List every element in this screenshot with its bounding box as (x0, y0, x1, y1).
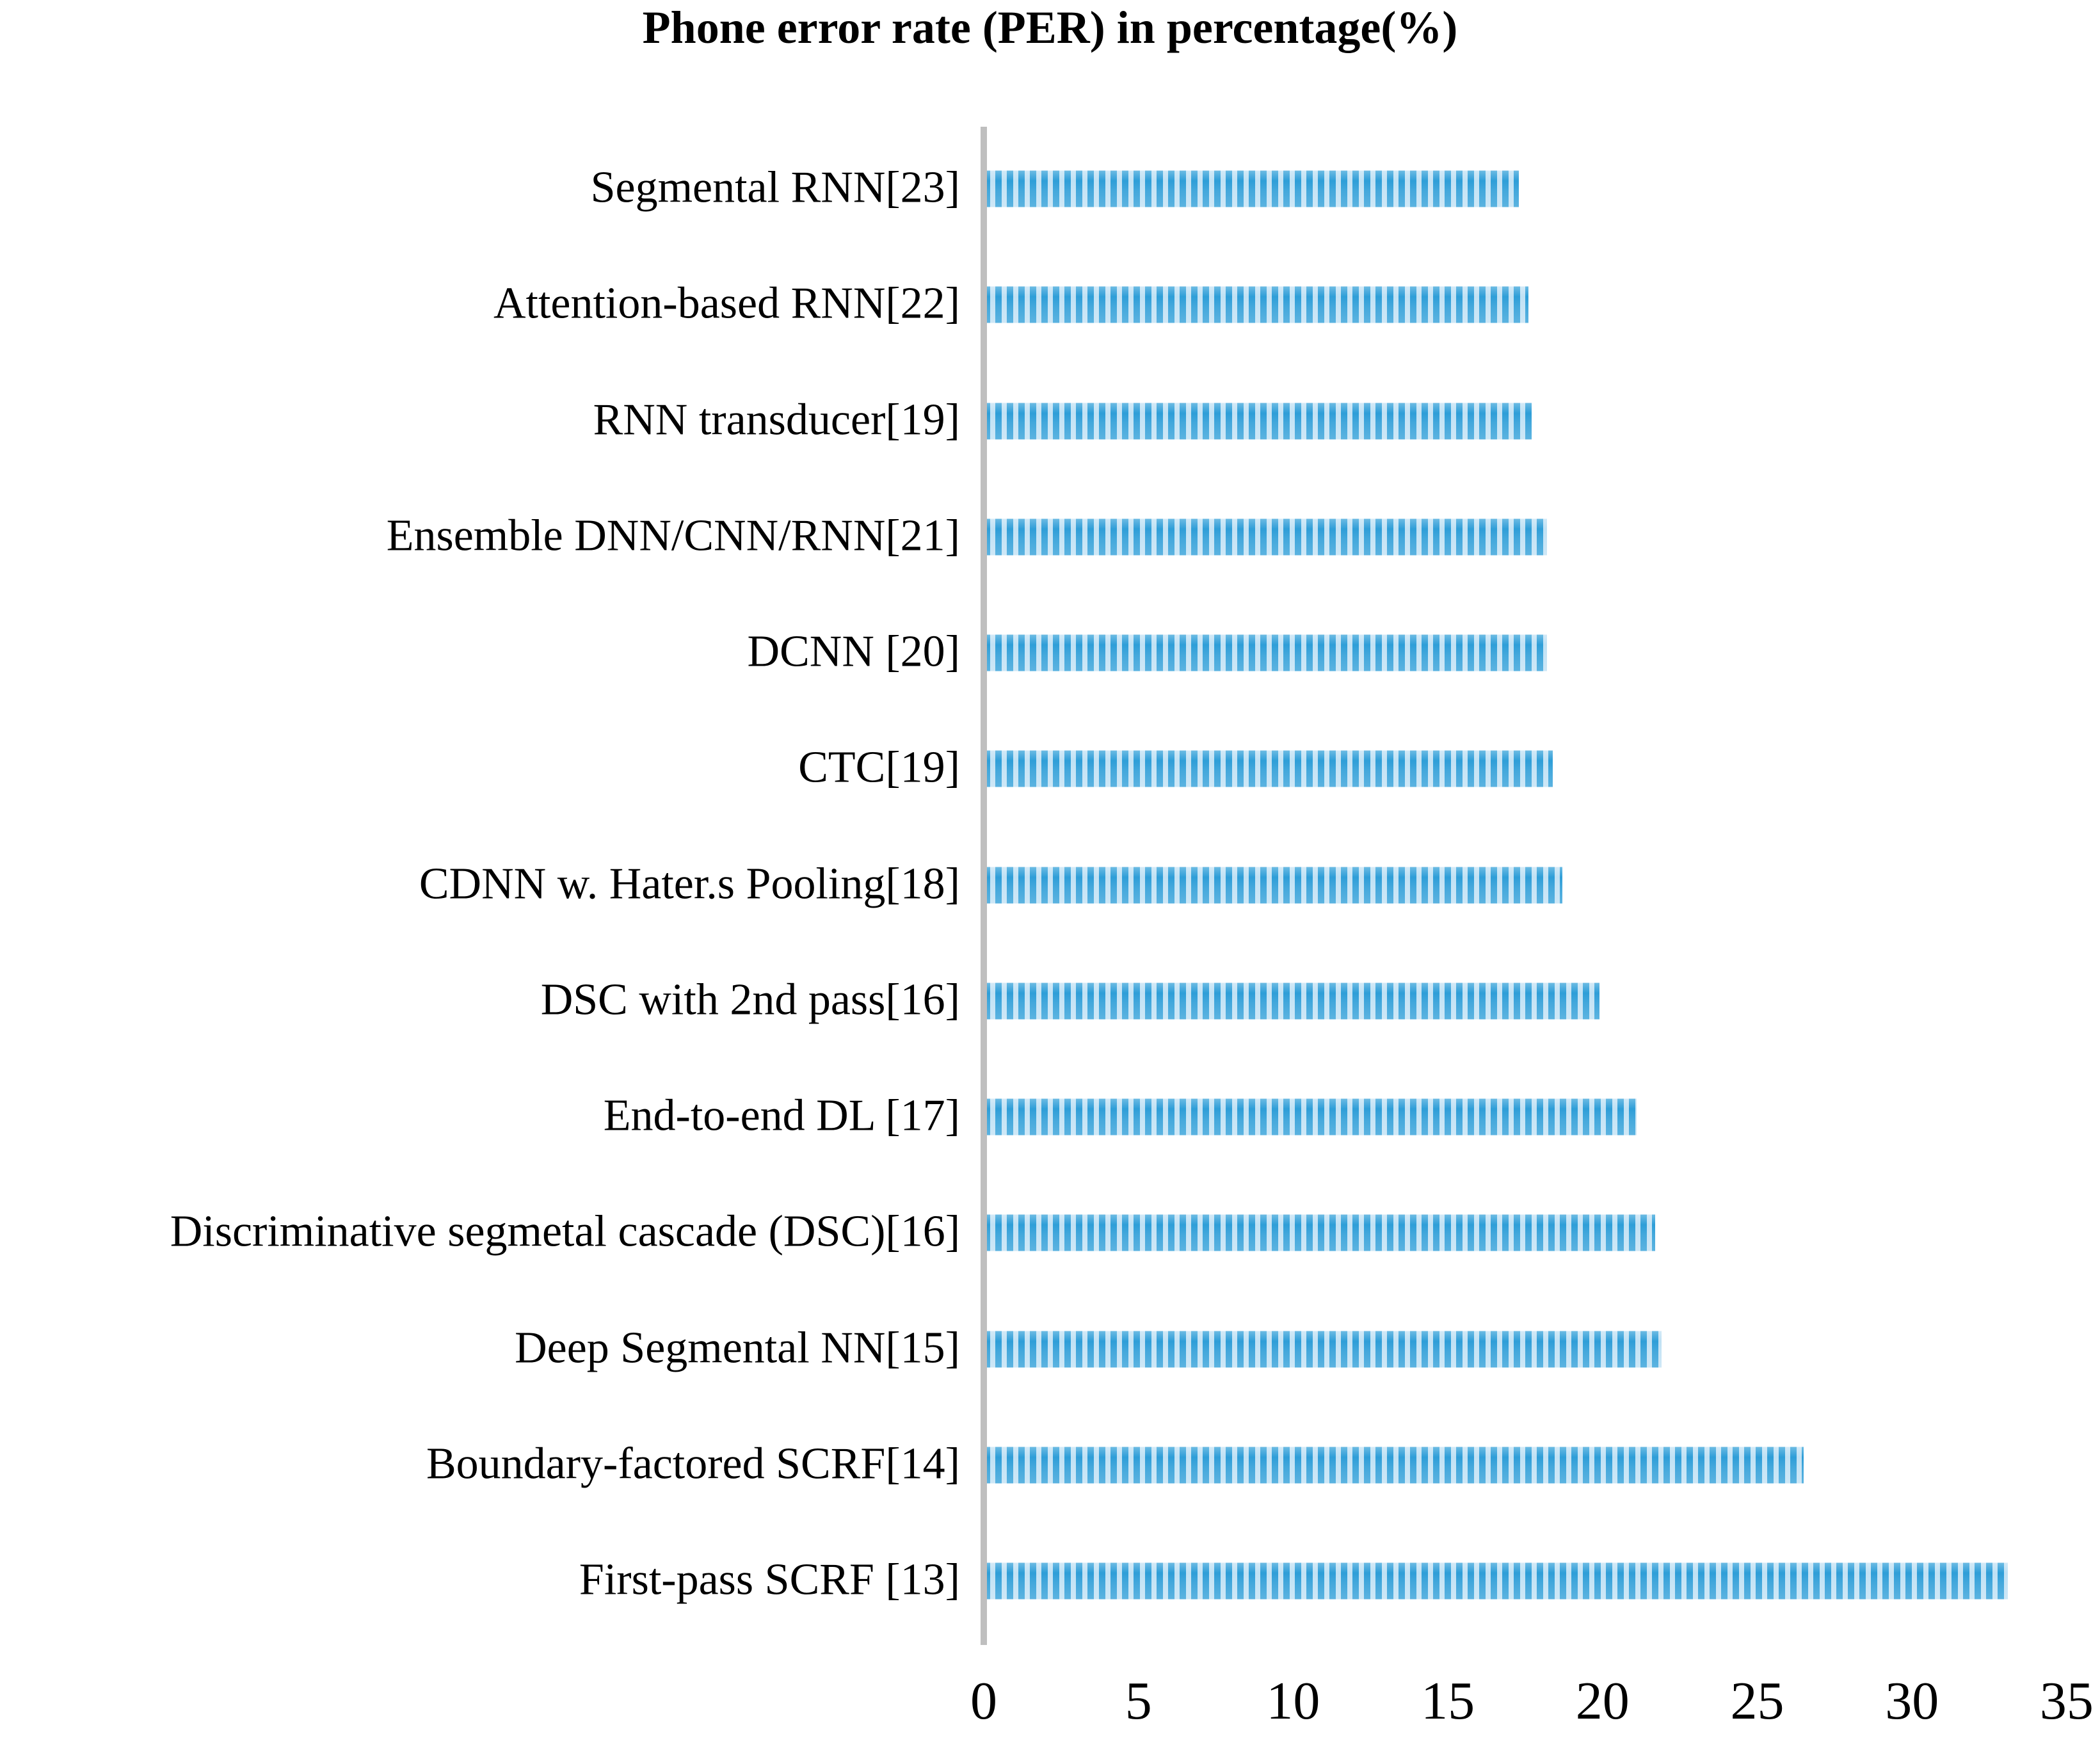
x-tick-label: 35 (2039, 1671, 2094, 1731)
category-label: First-pass SCRF [13] (579, 1555, 960, 1605)
category-label: Deep Segmental NN[15] (515, 1323, 960, 1373)
category-label: RNN transducer[19] (593, 395, 960, 445)
bar (984, 750, 1553, 787)
bar (984, 634, 1547, 671)
bar (984, 286, 1528, 323)
category-label: DCNN [20] (747, 627, 960, 677)
category-label: CDNN w. Hater.s Pooling[18] (419, 859, 960, 909)
category-label: Boundary-factored SCRF[14] (426, 1439, 960, 1489)
bar (984, 403, 1532, 439)
category-axis-line (981, 127, 987, 1645)
category-label: End-to-end DL [17] (603, 1091, 960, 1141)
bar (984, 1331, 1662, 1367)
bar (984, 170, 1519, 207)
x-tick-label: 30 (1885, 1671, 1939, 1731)
category-label: CTC[19] (798, 742, 960, 792)
bar (984, 1562, 2008, 1600)
bar (984, 518, 1547, 556)
category-label: Discriminative segmetal cascade (DSC)[16… (170, 1207, 960, 1256)
category-label: Segmental RNN[23] (590, 163, 960, 213)
category-label: DSC with 2nd pass[16] (540, 975, 960, 1025)
bar (984, 1098, 1637, 1135)
chart-title: Phone error rate (PER) in percentage(%) (642, 2, 1458, 53)
x-tick-label: 20 (1575, 1671, 1630, 1731)
x-tick-label: 10 (1266, 1671, 1320, 1731)
category-label: Attention-based RNN[22] (493, 278, 960, 328)
bar (984, 983, 1599, 1020)
x-tick-label: 0 (970, 1671, 997, 1731)
bar (984, 1214, 1655, 1251)
x-tick-label: 5 (1125, 1671, 1152, 1731)
x-tick-label: 25 (1730, 1671, 1784, 1731)
bar (984, 867, 1562, 903)
x-tick-label: 15 (1421, 1671, 1475, 1731)
category-label: Ensemble DNN/CNN/RNN[21] (386, 511, 960, 561)
bar (984, 1447, 1804, 1484)
